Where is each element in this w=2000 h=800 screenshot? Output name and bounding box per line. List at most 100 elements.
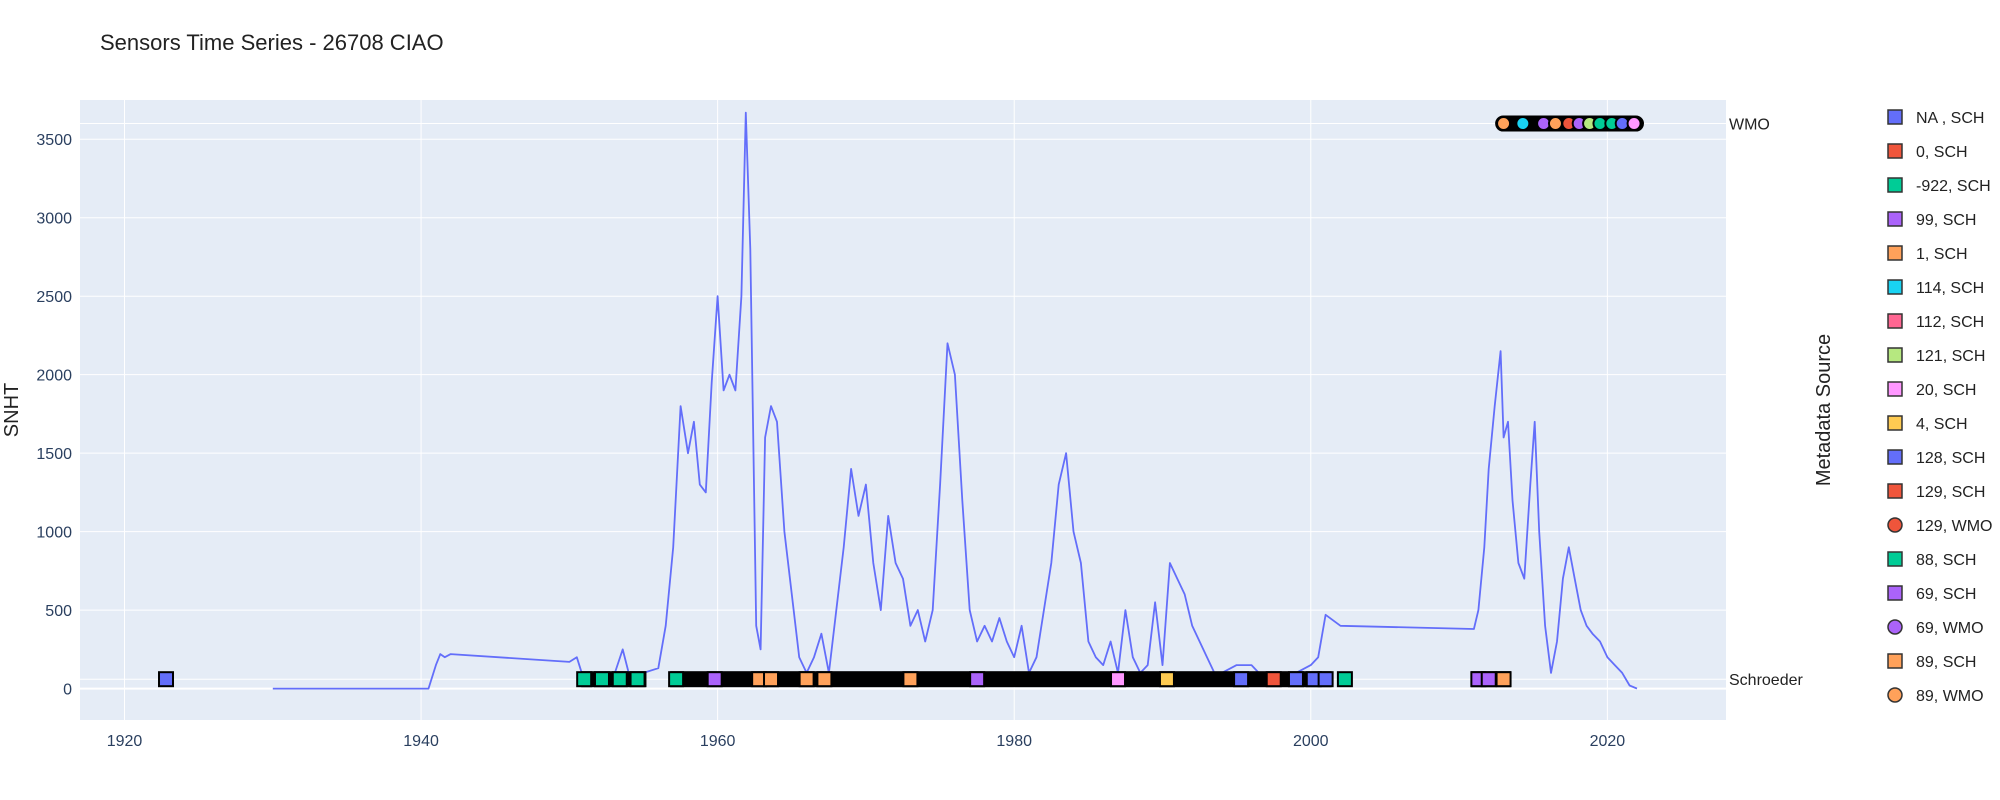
schroeder-marker xyxy=(816,671,833,688)
legend-label: 114, SCH xyxy=(1916,280,1984,297)
legend-item[interactable]: 89, SCH xyxy=(1887,653,1976,671)
schroeder-marker xyxy=(902,671,919,688)
legend-item[interactable]: 99, SCH xyxy=(1887,211,1976,229)
y-tick-label: 0 xyxy=(63,682,72,699)
legend-item[interactable]: 112, SCH xyxy=(1887,313,1984,331)
legend-item[interactable]: 0, SCH xyxy=(1887,143,1968,161)
y-tick-label: 3500 xyxy=(36,132,72,149)
legend-item[interactable]: 121, SCH xyxy=(1887,347,1985,365)
y-tick-label: 500 xyxy=(45,603,72,620)
schroeder-marker xyxy=(1480,671,1497,688)
legend-label: 129, SCH xyxy=(1916,484,1985,501)
legend-item[interactable]: NA , SCH xyxy=(1887,109,1984,127)
legend-square-symbol xyxy=(1887,245,1903,261)
legend-label: 69, SCH xyxy=(1916,586,1976,603)
schroeder-marker-band xyxy=(670,671,1249,688)
legend-square-symbol xyxy=(1887,653,1903,669)
y-axis-ticks: 0 500 1000 1500 2000 2500 3000 3500 xyxy=(36,132,72,698)
legend-item[interactable]: 4, SCH xyxy=(1887,415,1968,433)
wmo-marker xyxy=(1515,116,1531,132)
legend-square-symbol xyxy=(1887,279,1903,295)
legend-square-symbol xyxy=(1887,415,1903,431)
x-tick-label: 1960 xyxy=(700,733,736,750)
legend-circle-symbol xyxy=(1887,517,1903,533)
legend-label: NA , SCH xyxy=(1916,110,1984,127)
schroeder-marker xyxy=(611,671,628,688)
legend-item[interactable]: 1, SCH xyxy=(1887,245,1968,263)
legend-label: 1, SCH xyxy=(1916,246,1968,263)
lane-labels: WMO Schroeder xyxy=(1729,117,1803,690)
schroeder-marker xyxy=(1110,671,1127,688)
legend-item[interactable]: 69, SCH xyxy=(1887,585,1976,603)
legend-item[interactable]: 129, WMO xyxy=(1887,517,1992,535)
x-tick-label: 1940 xyxy=(403,733,439,750)
legend-circle-symbol xyxy=(1887,687,1903,703)
legend-label: -922, SCH xyxy=(1916,178,1991,195)
schroeder-marker xyxy=(1317,671,1334,688)
legend-square-symbol xyxy=(1887,211,1903,227)
legend-item[interactable]: 114, SCH xyxy=(1887,279,1984,297)
legend-label: 99, SCH xyxy=(1916,212,1976,229)
lane-label: WMO xyxy=(1729,117,1770,134)
wmo-marker xyxy=(1547,116,1563,132)
schroeder-marker xyxy=(576,671,593,688)
x-axis-ticks: 1920 1940 1960 1980 2000 2020 xyxy=(107,733,1626,750)
legend-square-symbol xyxy=(1887,381,1903,397)
x-tick-label: 1920 xyxy=(107,733,143,750)
x-tick-label: 2020 xyxy=(1590,733,1626,750)
x-tick-label: 2000 xyxy=(1293,733,1329,750)
wmo-marker xyxy=(1496,116,1512,132)
legend-item[interactable]: 89, WMO xyxy=(1887,687,1984,705)
plot-area xyxy=(80,100,1726,720)
legend-label: 4, SCH xyxy=(1916,416,1968,433)
chart-title: Sensors Time Series - 26708 CIAO xyxy=(100,30,444,55)
legend-title: Metadata Source xyxy=(1813,334,1835,486)
schroeder-marker xyxy=(1287,671,1304,688)
schroeder-marker xyxy=(1158,671,1175,688)
snht-series-line xyxy=(272,111,1638,690)
legend-item[interactable]: -922, SCH xyxy=(1887,177,1991,195)
legend-square-symbol xyxy=(1887,347,1903,363)
legend-square-symbol xyxy=(1887,449,1903,465)
schroeder-marker xyxy=(593,671,610,688)
y-tick-label: 1000 xyxy=(36,525,72,542)
y-tick-label: 2500 xyxy=(36,289,72,306)
y-tick-label: 2000 xyxy=(36,368,72,385)
schroeder-marker xyxy=(798,671,815,688)
legend-label: 69, WMO xyxy=(1916,620,1984,637)
legend-square-symbol xyxy=(1887,585,1903,601)
legend-item[interactable]: 20, SCH xyxy=(1887,381,1976,399)
wmo-marker xyxy=(1626,116,1642,132)
legend-item[interactable]: 128, SCH xyxy=(1887,449,1985,467)
schroeder-marker xyxy=(706,671,723,688)
legend-label: 128, SCH xyxy=(1916,450,1985,467)
schroeder-marker xyxy=(629,671,646,688)
legend-square-symbol xyxy=(1887,551,1903,567)
marker-layer xyxy=(158,115,1644,688)
x-tick-label: 1980 xyxy=(996,733,1032,750)
legend-circle-symbol xyxy=(1887,619,1903,635)
schroeder-marker xyxy=(763,671,780,688)
legend-label: 20, SCH xyxy=(1916,382,1976,399)
legend-square-symbol xyxy=(1887,483,1903,499)
legend-label: 112, SCH xyxy=(1916,314,1984,331)
legend-item[interactable]: 88, SCH xyxy=(1887,551,1976,569)
legend-item[interactable]: 129, SCH xyxy=(1887,483,1985,501)
y-axis-title: SNHT xyxy=(1,383,23,437)
schroeder-marker xyxy=(1336,671,1353,688)
legend-square-symbol xyxy=(1887,177,1903,193)
legend-label: 0, SCH xyxy=(1916,144,1968,161)
legend-square-symbol xyxy=(1887,143,1903,159)
lane-label: Schroeder xyxy=(1729,672,1803,689)
legend-square-symbol xyxy=(1887,109,1903,125)
schroeder-marker xyxy=(969,671,986,688)
schroeder-marker xyxy=(158,671,175,688)
y-tick-label: 3000 xyxy=(36,211,72,228)
schroeder-marker xyxy=(1233,671,1250,688)
y-tick-label: 1500 xyxy=(36,446,72,463)
legend-item[interactable]: 69, WMO xyxy=(1887,619,1984,637)
series-layer xyxy=(272,111,1638,690)
legend-label: 89, SCH xyxy=(1916,654,1976,671)
legend[interactable]: NA , SCH 0, SCH -922, SCH 99, SCH 1, SCH 114,… xyxy=(1887,109,1992,705)
